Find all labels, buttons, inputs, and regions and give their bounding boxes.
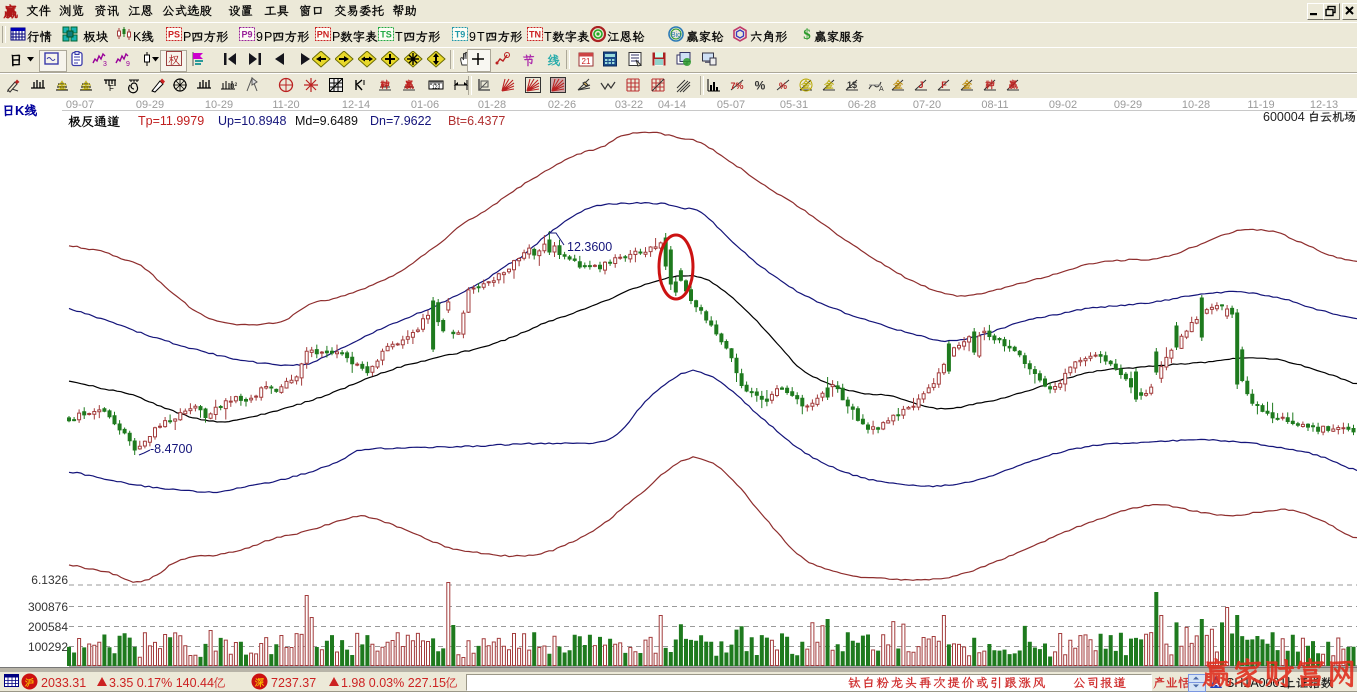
svg-text:K: K: [15, 103, 25, 118]
svg-text:300876: 300876: [28, 600, 68, 614]
svg-text:Dn=7.9622: Dn=7.9622: [370, 114, 432, 128]
svg-text:Md=9.6489: Md=9.6489: [295, 114, 358, 128]
svg-text:F: F: [941, 80, 947, 90]
svg-text:10-29: 10-29: [205, 99, 233, 111]
svg-text:J: J: [918, 80, 923, 90]
svg-text:Tp=11.9979: Tp=11.9979: [138, 114, 204, 128]
svg-text:A: A: [879, 86, 884, 93]
svg-text:7%: 7%: [730, 81, 743, 91]
svg-text:2033.31: 2033.31: [41, 676, 86, 690]
svg-text:12-13: 12-13: [1310, 99, 1338, 111]
svg-text:123: 123: [432, 85, 441, 91]
svg-text:Bt=6.4377: Bt=6.4377: [448, 114, 505, 128]
svg-text:T: T: [477, 30, 485, 44]
svg-text:09-29: 09-29: [136, 99, 164, 111]
svg-text:12.3600: 12.3600: [567, 240, 612, 254]
svg-text:1.98 0.03% 227.15: 1.98 0.03% 227.15: [341, 676, 446, 690]
svg-text:100292: 100292: [28, 640, 68, 654]
svg-text:P9: P9: [241, 30, 252, 40]
svg-text:01-28: 01-28: [478, 99, 506, 111]
svg-text:21: 21: [582, 57, 591, 66]
svg-text:P: P: [183, 30, 191, 44]
svg-text:04-14: 04-14: [658, 99, 686, 111]
svg-text:09-07: 09-07: [66, 99, 94, 111]
svg-text:P: P: [332, 30, 340, 44]
svg-text:12-14: 12-14: [342, 99, 370, 111]
svg-text:03-22: 03-22: [615, 99, 643, 111]
svg-text:T: T: [395, 30, 403, 44]
svg-text:11-19: 11-19: [1247, 99, 1274, 111]
svg-text:%: %: [755, 79, 766, 93]
svg-text:11-20: 11-20: [272, 99, 299, 111]
svg-text:200584: 200584: [28, 620, 68, 634]
svg-text:07-20: 07-20: [913, 99, 941, 111]
svg-text:Big: Big: [671, 32, 681, 39]
svg-text:F: F: [109, 84, 114, 93]
svg-text:06-28: 06-28: [848, 99, 876, 111]
svg-text:PS: PS: [168, 30, 180, 40]
svg-text:P: P: [264, 30, 272, 44]
svg-text:05-07: 05-07: [717, 99, 745, 111]
svg-text:K: K: [133, 30, 142, 44]
svg-text:$: $: [803, 27, 811, 43]
svg-text:PN: PN: [317, 30, 330, 40]
svg-text:1$: 1$: [847, 80, 857, 90]
svg-text:9: 9: [126, 61, 130, 68]
svg-text:3.35 0.17% 140.44: 3.35 0.17% 140.44: [109, 676, 214, 690]
svg-text:n²: n²: [230, 81, 237, 90]
svg-text:-8.4700: -8.4700: [150, 442, 192, 456]
svg-text:10-28: 10-28: [1182, 99, 1210, 111]
svg-text:9: 9: [469, 30, 476, 44]
svg-text:TN: TN: [529, 30, 541, 40]
svg-text:08-11: 08-11: [981, 99, 1008, 111]
svg-text:%: %: [779, 81, 787, 91]
svg-text:T: T: [544, 30, 552, 44]
svg-text:7237.37: 7237.37: [271, 676, 316, 690]
svg-text:09-29: 09-29: [1114, 99, 1142, 111]
svg-text:3: 3: [103, 61, 107, 68]
svg-text:02-26: 02-26: [548, 99, 576, 111]
svg-text:09-02: 09-02: [1049, 99, 1077, 111]
svg-text:TS: TS: [380, 30, 392, 40]
svg-text:Up=10.8948: Up=10.8948: [218, 114, 287, 128]
svg-text:01-06: 01-06: [411, 99, 439, 111]
svg-text:9: 9: [256, 30, 263, 44]
svg-text:6.1326: 6.1326: [31, 573, 68, 587]
svg-text:05-31: 05-31: [780, 99, 808, 111]
svg-text:T9: T9: [455, 30, 466, 40]
svg-text:600004: 600004: [1263, 110, 1305, 124]
